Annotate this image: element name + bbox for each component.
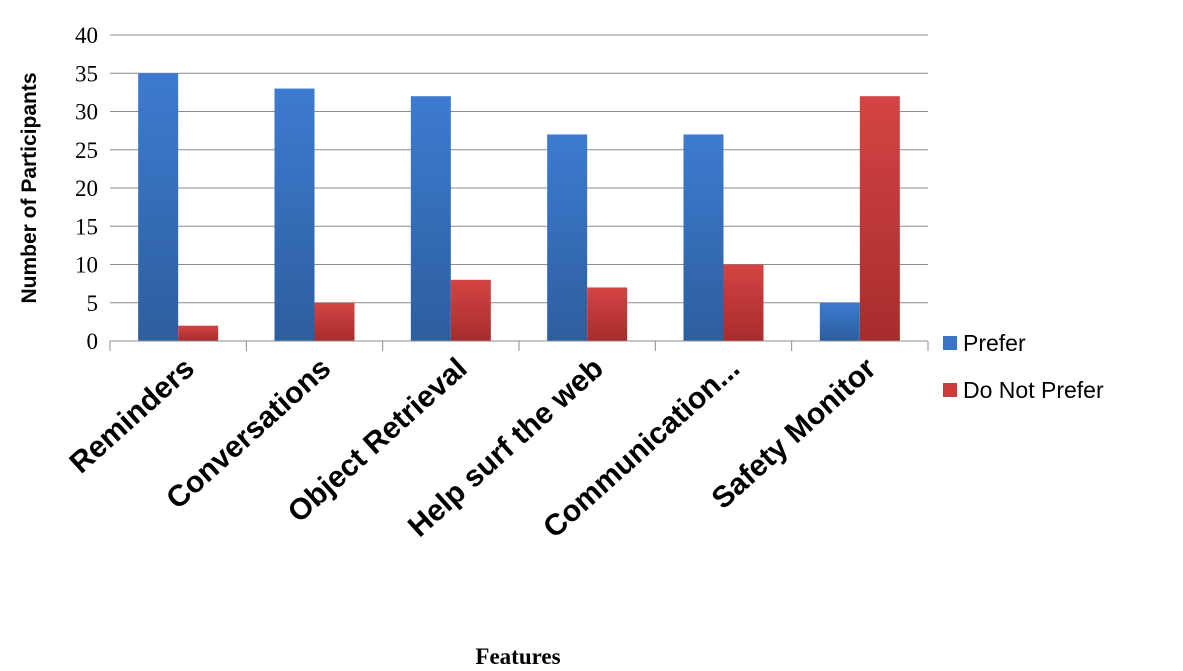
- bar-do-not-prefer-4: [723, 264, 764, 341]
- y-tick-label: 25: [75, 138, 98, 163]
- y-tick-label: 40: [75, 23, 98, 48]
- y-tick-label: 5: [87, 291, 99, 316]
- bar-prefer-0: [138, 73, 179, 341]
- y-axis-label: Number of Participants: [18, 72, 41, 303]
- bar-prefer-4: [683, 134, 724, 341]
- legend-swatch-prefer: [943, 336, 957, 350]
- y-axis-ticks: 0 5 10 15 20 25 30 35 40: [75, 23, 98, 354]
- bar-prefer-5: [819, 302, 860, 341]
- y-tick-label: 0: [87, 329, 99, 354]
- bar-prefer-2: [410, 96, 451, 341]
- bars: [138, 73, 900, 341]
- bar-do-not-prefer-1: [314, 302, 355, 341]
- legend-label: Prefer: [963, 330, 1026, 356]
- x-axis: [109, 340, 929, 351]
- y-tick-label: 20: [75, 176, 98, 201]
- legend: Prefer Do Not Prefer: [943, 330, 1104, 403]
- x-tick-label: Reminders: [64, 352, 201, 480]
- legend-label: Do Not Prefer: [963, 377, 1104, 403]
- bar-prefer-1: [274, 88, 315, 341]
- y-tick-label: 35: [75, 61, 98, 86]
- x-axis-label: Features: [475, 644, 560, 669]
- bar-do-not-prefer-5: [859, 96, 900, 341]
- y-tick-label: 10: [75, 253, 98, 278]
- gridlines: [110, 34, 928, 304]
- legend-swatch-do-not-prefer: [943, 383, 957, 397]
- bar-do-not-prefer-3: [587, 287, 628, 341]
- y-tick-label: 30: [75, 100, 98, 125]
- bar-do-not-prefer-2: [450, 279, 491, 341]
- y-tick-label: 15: [75, 214, 98, 239]
- bar-prefer-3: [547, 134, 588, 341]
- bar-do-not-prefer-0: [178, 325, 219, 341]
